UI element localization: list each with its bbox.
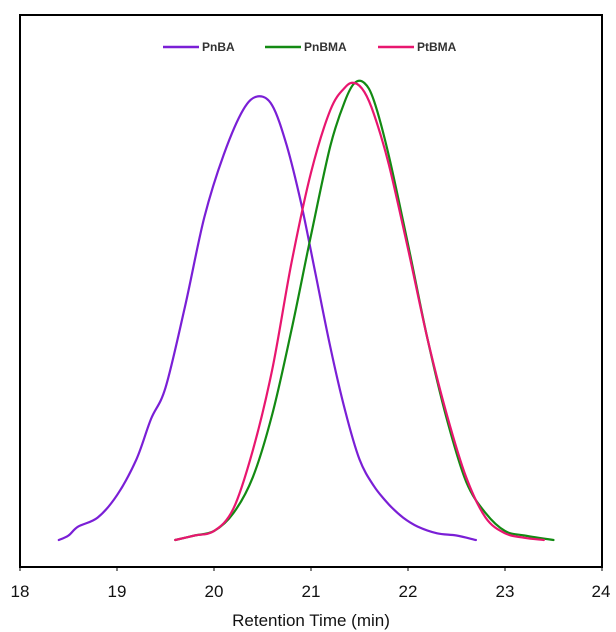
x-tick-label: 22 bbox=[399, 582, 418, 601]
x-tick-label: 23 bbox=[496, 582, 515, 601]
x-tick-label: 21 bbox=[302, 582, 321, 601]
x-tick-label: 24 bbox=[592, 582, 611, 601]
legend-label-pnba: PnBA bbox=[202, 40, 235, 54]
x-tick-label: 18 bbox=[11, 582, 30, 601]
series-line-pnba bbox=[57, 95, 477, 542]
legend-label-pnbma: PnBMA bbox=[304, 40, 347, 54]
x-axis-title: Retention Time (min) bbox=[232, 611, 390, 630]
legend: PnBA PnBMA PtBMA bbox=[163, 40, 457, 54]
legend-label-ptbma: PtBMA bbox=[417, 40, 457, 54]
series-line-ptbma bbox=[174, 81, 545, 542]
x-tick-label: 19 bbox=[108, 582, 127, 601]
x-axis: 18 19 20 21 22 23 24 bbox=[11, 567, 611, 601]
series-line-pnbma bbox=[174, 79, 555, 542]
x-tick-label: 20 bbox=[205, 582, 224, 601]
series-layer bbox=[57, 79, 555, 542]
plot-frame bbox=[19, 14, 603, 568]
